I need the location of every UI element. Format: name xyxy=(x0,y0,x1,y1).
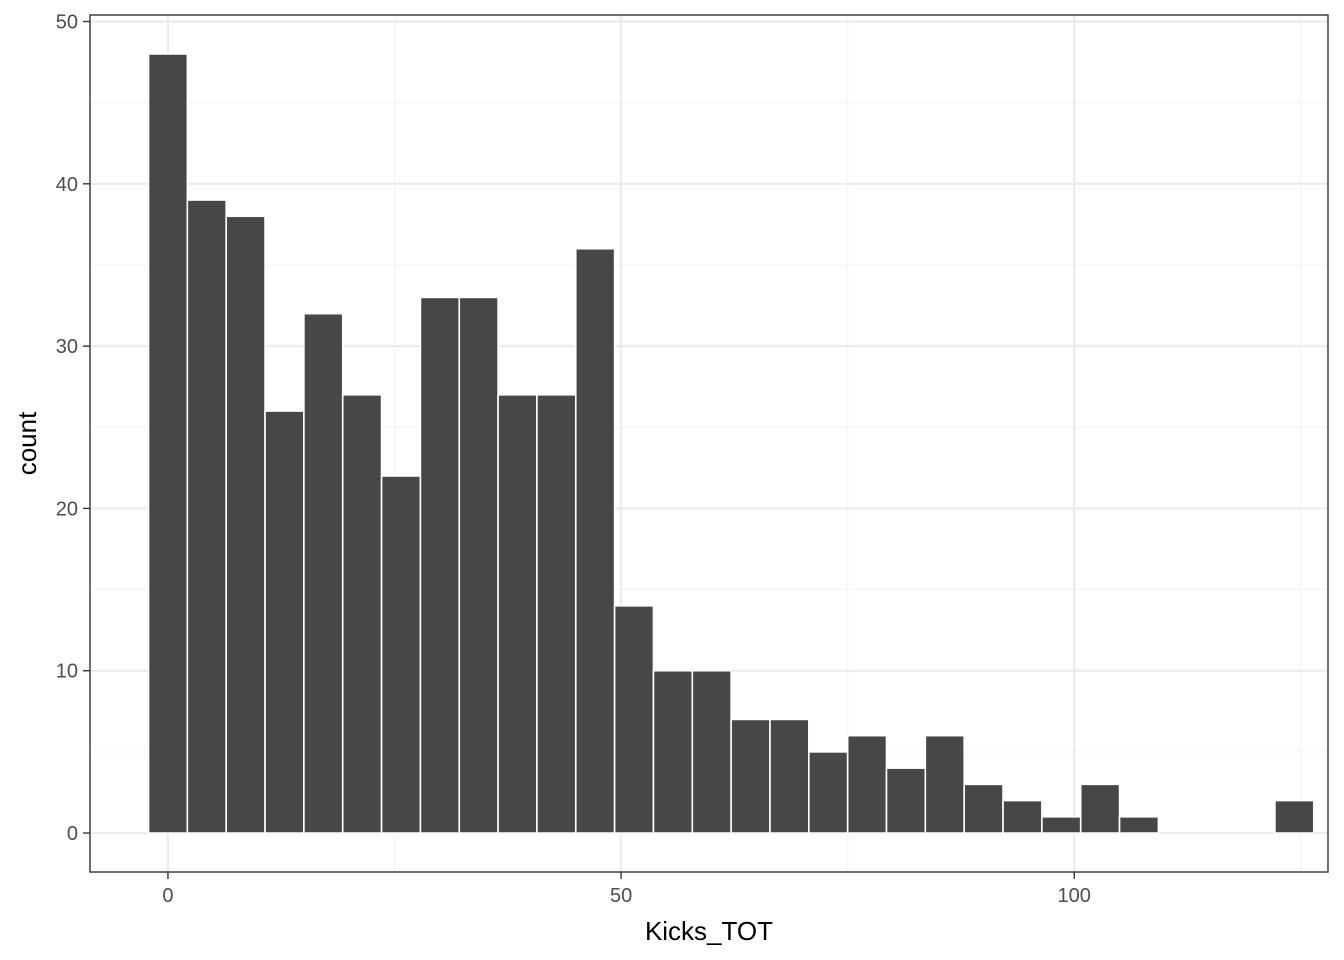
y-axis-title: count xyxy=(12,411,42,475)
panel-border xyxy=(89,14,1329,873)
histogram-bar xyxy=(574,247,616,834)
y-tick-label: 40 xyxy=(56,174,78,196)
histogram-bar xyxy=(1274,799,1315,834)
histogram-bar xyxy=(225,215,266,834)
histogram-bar xyxy=(924,734,965,834)
histogram-bar xyxy=(652,669,694,834)
histogram-bar xyxy=(613,605,655,834)
histogram-bar xyxy=(497,394,538,834)
histogram-bar xyxy=(691,669,732,834)
x-axis-title: Kicks_TOT xyxy=(645,916,773,946)
y-tick-label: 50 xyxy=(56,11,78,33)
histogram-bar xyxy=(730,718,771,834)
histogram-bar xyxy=(885,767,927,834)
x-axis: 0 50 100 xyxy=(162,872,1091,907)
histogram-bar xyxy=(303,312,344,834)
histogram-bar xyxy=(846,734,888,834)
y-tick-label: 10 xyxy=(56,661,78,683)
y-tick-label: 0 xyxy=(67,823,78,845)
histogram-bar xyxy=(536,394,577,834)
y-tick-label: 20 xyxy=(56,498,78,520)
histogram-bar xyxy=(419,296,461,834)
x-tick-label: 0 xyxy=(162,885,173,907)
bars xyxy=(147,53,1315,834)
histogram-bar xyxy=(147,53,189,834)
histogram-bar xyxy=(341,394,383,834)
y-tick-label: 30 xyxy=(56,336,78,358)
histogram-bar xyxy=(1041,816,1082,834)
histogram-bar xyxy=(769,718,810,834)
histogram-bar xyxy=(264,410,305,834)
histogram-bar xyxy=(1002,799,1043,834)
histogram-bar xyxy=(963,783,1004,834)
y-axis: 0 10 20 30 40 50 xyxy=(56,11,90,845)
histogram-bar xyxy=(458,296,499,834)
x-tick-label: 100 xyxy=(1058,885,1091,907)
histogram-bar xyxy=(808,751,849,834)
histogram-bar xyxy=(186,199,228,834)
x-tick-label: 50 xyxy=(610,885,632,907)
histogram-bar xyxy=(380,475,422,834)
histogram-bar xyxy=(1118,816,1160,834)
histogram-bar xyxy=(1079,783,1121,834)
